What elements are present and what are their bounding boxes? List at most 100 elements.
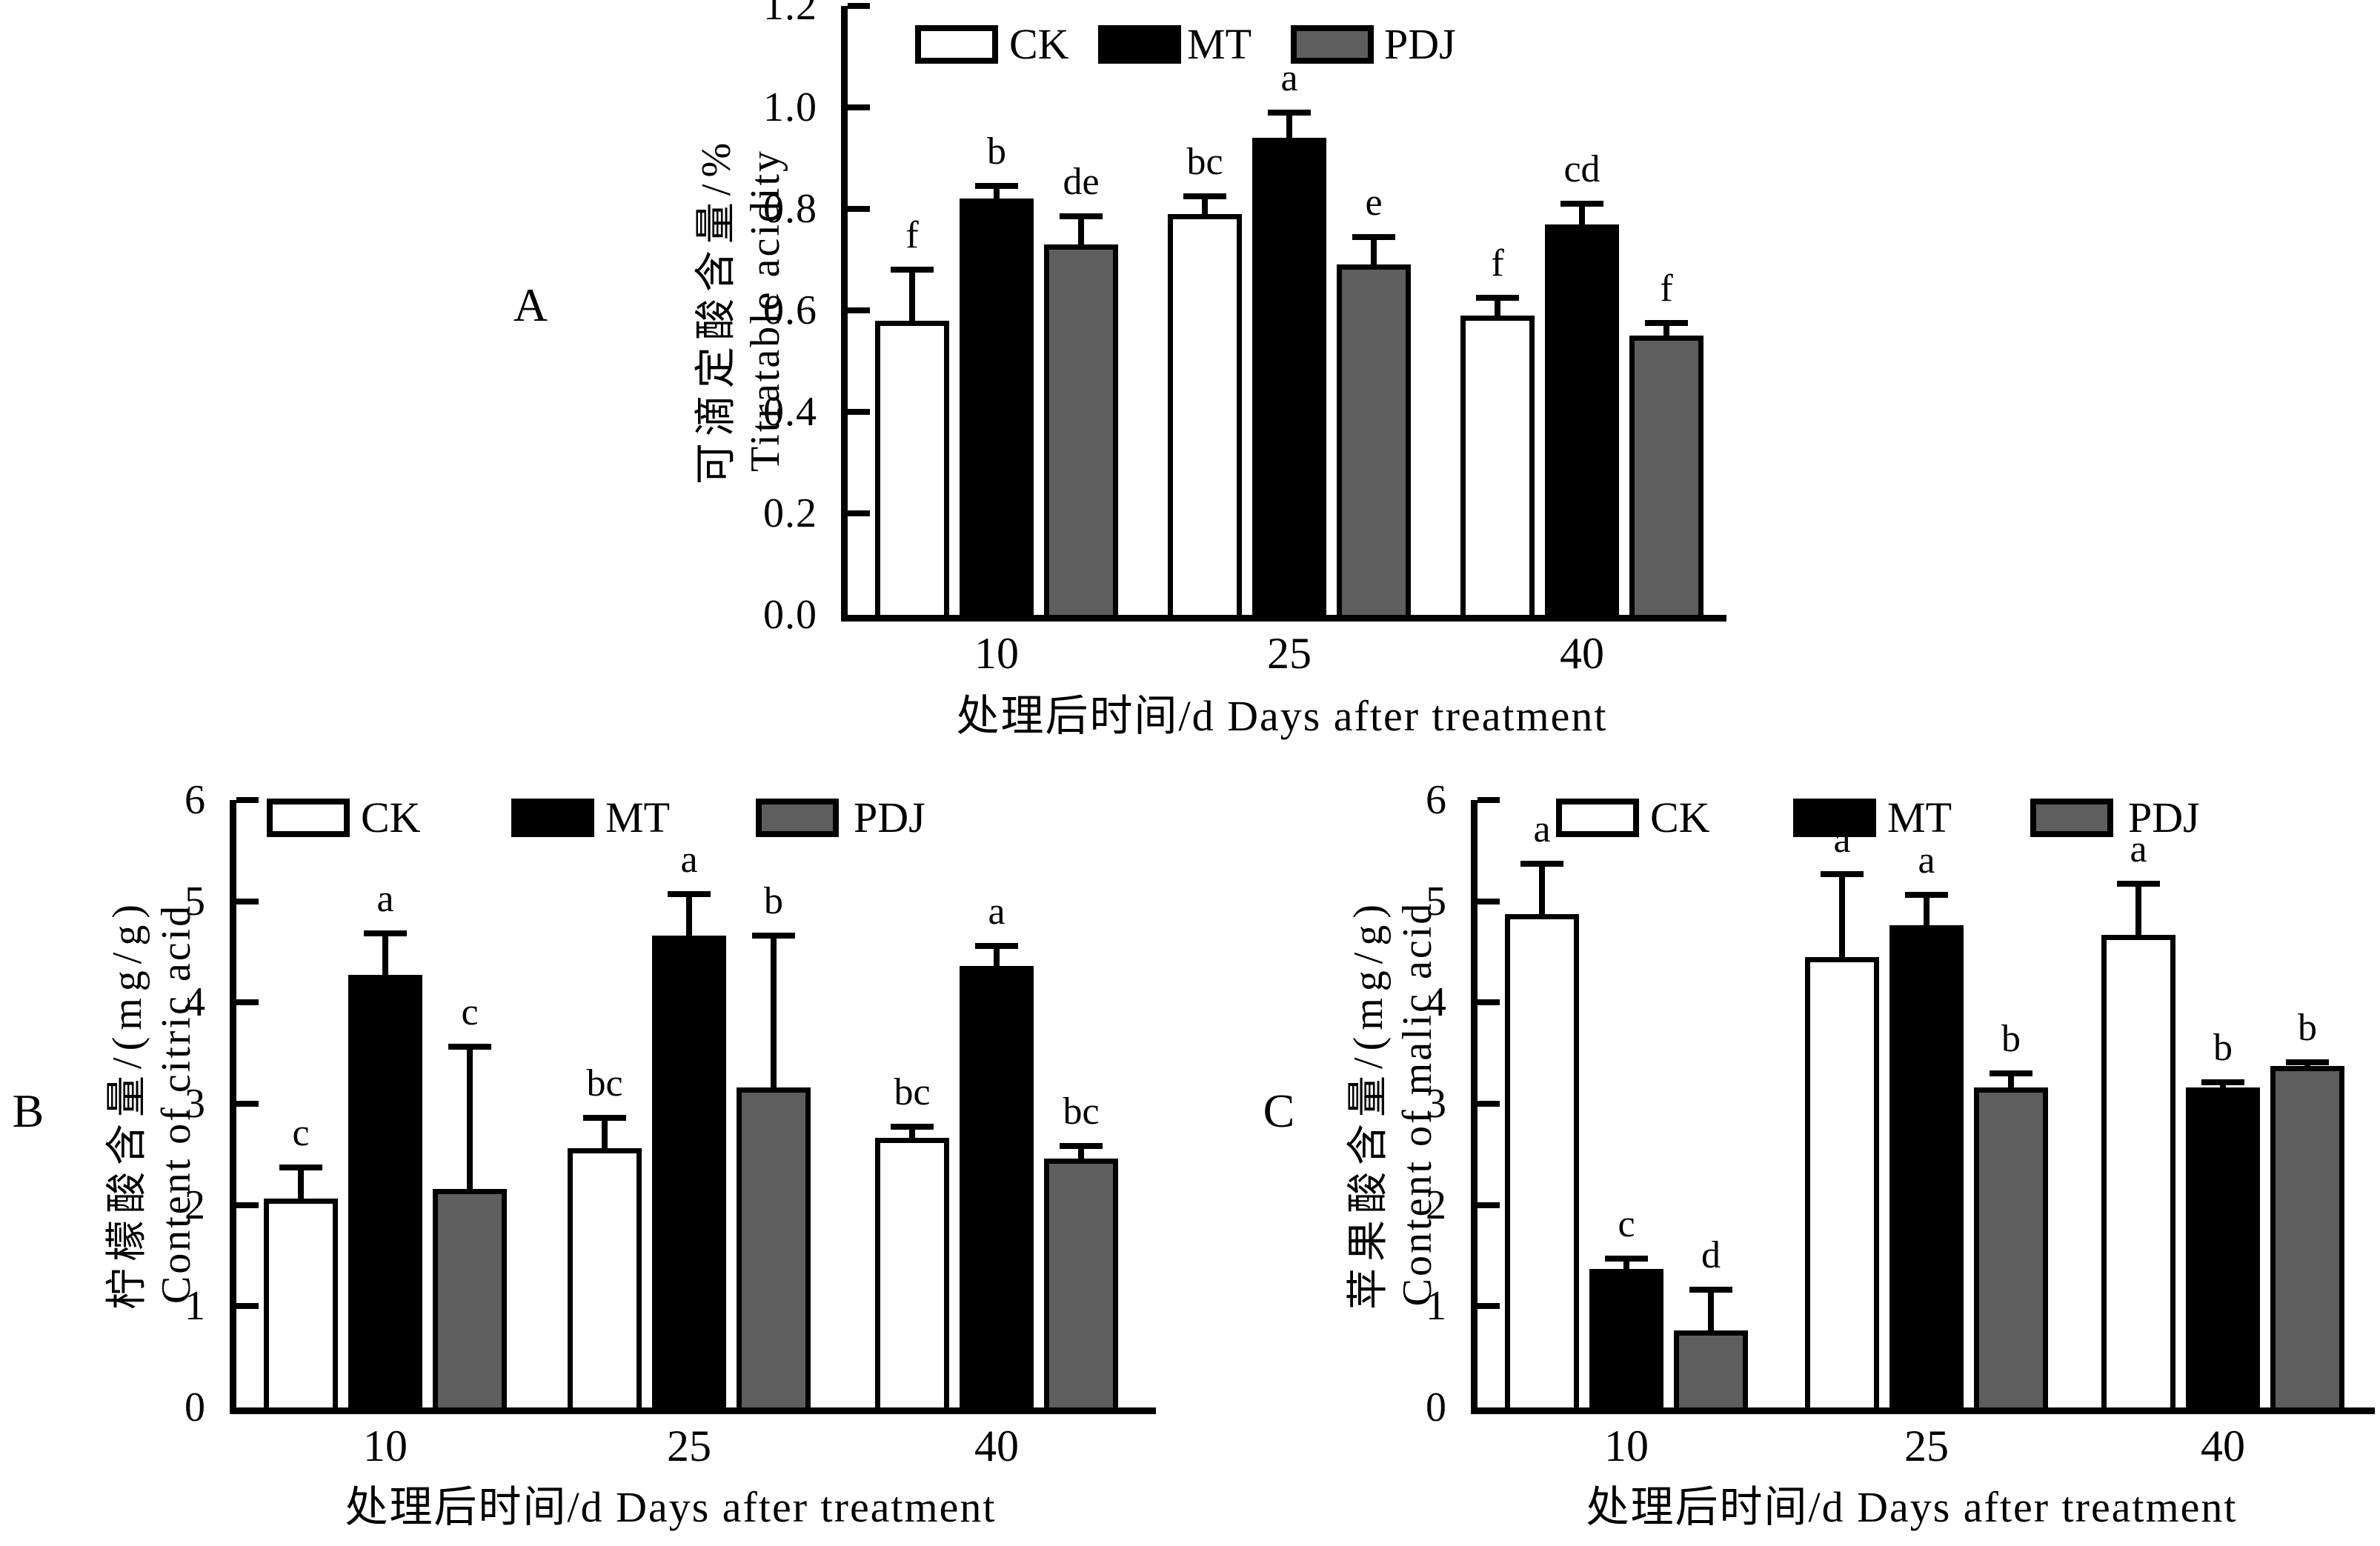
bar-pdj-40d	[1629, 336, 1703, 620]
y-tick-mark	[848, 206, 870, 212]
bar-ck-40d	[875, 1138, 949, 1413]
error-bar-line	[909, 270, 915, 324]
y-tick-mark	[1477, 1202, 1500, 1208]
y-tick-mark	[1477, 796, 1500, 803]
bar-pdj-25d	[1337, 264, 1411, 620]
legend-label-mt: MT	[1887, 793, 1952, 842]
significance-letter: c	[461, 991, 479, 1034]
significance-letter: d	[1701, 1234, 1721, 1277]
legend-swatch-pdj	[1291, 25, 1374, 64]
bar-mt-10d	[960, 199, 1034, 620]
y-tick-mark	[236, 796, 259, 803]
significance-letter: cd	[1563, 148, 1600, 191]
y-axis-line	[1471, 800, 1477, 1414]
error-bar-cap	[364, 930, 407, 937]
y-tick-mark	[1477, 1303, 1500, 1310]
error-bar-cap	[1268, 109, 1311, 116]
error-bar-line	[1495, 297, 1500, 319]
error-bar-line	[1839, 873, 1845, 960]
error-bar-line	[2008, 1073, 2014, 1091]
error-bar-cap	[891, 267, 934, 273]
y-tick-label: 1	[185, 1283, 206, 1330]
bar-ck-25d	[1168, 213, 1242, 620]
significance-letter: c	[292, 1112, 310, 1155]
y-tick-label: 0	[1426, 1385, 1447, 1430]
error-bar-line	[1371, 236, 1377, 268]
y-tick-mark	[848, 3, 870, 9]
error-bar-cap	[2117, 881, 2160, 887]
y-axis-title-en: Content of citric acid	[153, 903, 199, 1305]
x-axis-title: 处理后时间/d Days after treatment	[345, 1483, 997, 1531]
significance-letter: b	[2213, 1027, 2233, 1070]
bar-mt-40d	[1545, 224, 1619, 620]
legend-label-pdj: PDJ	[854, 793, 925, 842]
error-bar-cap	[668, 891, 711, 898]
error-bar-cap	[1645, 320, 1688, 327]
bar-ck-10d	[875, 320, 949, 620]
significance-letter: bc	[1186, 140, 1223, 183]
bar-mt-40d	[960, 966, 1034, 1413]
y-tick-mark	[848, 307, 870, 313]
legend-label-mt: MT	[1187, 20, 1252, 68]
significance-letter: bc	[586, 1062, 623, 1105]
error-bar-cap	[1605, 1256, 1648, 1262]
x-axis-title: 处理后时间/d Days after treatment	[956, 692, 1608, 740]
error-bar-cap	[2286, 1059, 2329, 1065]
y-tick-label: 5	[1426, 878, 1447, 924]
error-bar-cap	[975, 183, 1018, 190]
error-bar-line	[1579, 204, 1585, 227]
error-bar-cap	[1060, 213, 1103, 220]
y-tick-label: 3	[185, 1080, 206, 1127]
y-axis-title-en: Titratable acidity	[742, 148, 788, 473]
legend-label-ck: CK	[361, 793, 421, 842]
y-tick-label: 2	[1426, 1182, 1447, 1228]
x-category-label: 25	[1904, 1422, 1949, 1470]
error-bar-cap	[279, 1165, 322, 1171]
error-bar-line	[1623, 1259, 1629, 1272]
y-tick-label: 0.4	[763, 389, 817, 435]
error-bar-line	[1202, 196, 1208, 217]
error-bar-line	[1078, 216, 1084, 247]
significance-letter: a	[1533, 808, 1551, 851]
bar-mt-25d	[1252, 138, 1326, 620]
legend-swatch-mt	[1793, 799, 1876, 837]
error-bar-cap	[583, 1115, 626, 1122]
error-bar-line	[382, 933, 388, 979]
bar-ck-25d	[568, 1148, 642, 1413]
y-axis-title-zh: 可滴定酸含量/%	[694, 136, 739, 485]
legend-swatch-ck	[1556, 799, 1639, 837]
y-axis-title-zh: 苹果酸含量/(mg/g)	[1346, 898, 1392, 1310]
error-bar-cap	[1821, 870, 1864, 877]
x-axis-title: 处理后时间/d Days after treatment	[1586, 1483, 2238, 1531]
significance-letter: a	[1918, 839, 1935, 882]
y-tick-label: 4	[185, 979, 206, 1026]
y-axis-line	[230, 800, 236, 1414]
bar-pdj-25d	[737, 1087, 811, 1413]
panel-label-c: C	[1263, 1084, 1295, 1137]
error-bar-cap	[1352, 233, 1395, 240]
x-category-label: 10	[363, 1422, 408, 1470]
legend-swatch-ck	[267, 799, 350, 837]
x-category-label: 40	[2201, 1422, 2245, 1470]
y-tick-label: 6	[185, 776, 206, 823]
error-bar-line	[1708, 1290, 1714, 1334]
y-tick-mark	[236, 1202, 259, 1208]
y-tick-mark	[236, 898, 259, 904]
legend-swatch-pdj	[756, 799, 839, 837]
bar-pdj-10d	[1044, 244, 1118, 620]
y-axis-title: 柠檬酸含量/(mg/g) Content of citric acid	[103, 898, 201, 1310]
bar-mt-10d	[348, 975, 422, 1413]
error-bar-cap	[1183, 193, 1226, 199]
y-tick-mark	[236, 1100, 259, 1107]
significance-letter: a	[376, 878, 394, 921]
legend-swatch-mt	[1098, 25, 1181, 64]
bar-ck-40d	[1460, 315, 1535, 620]
error-bar-cap	[2201, 1079, 2244, 1086]
error-bar-line	[298, 1167, 304, 1202]
bar-pdj-40d	[2270, 1066, 2344, 1413]
legend-label-pdj: PDJ	[1384, 20, 1456, 68]
error-bar-cap	[1689, 1287, 1732, 1293]
error-bar-line	[1539, 864, 1545, 918]
bar-pdj-10d	[433, 1188, 507, 1413]
